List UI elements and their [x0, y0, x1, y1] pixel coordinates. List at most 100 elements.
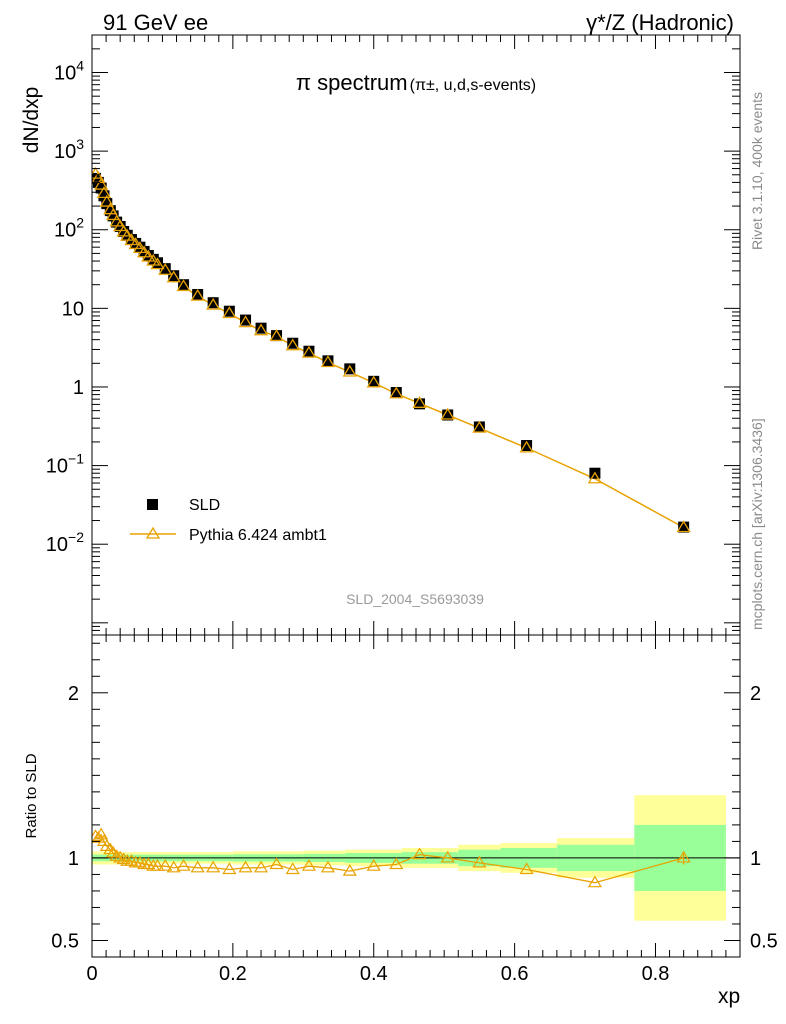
- y-tick-label-top: 1: [73, 377, 84, 399]
- mc-point: [519, 440, 534, 453]
- sld-point: [678, 521, 690, 533]
- mc-ratio-point: [366, 859, 381, 871]
- x-tick-label: 0: [86, 963, 97, 985]
- tick-exp: 4: [76, 58, 84, 74]
- legend-mc-label: Pythia 6.424 ambt1: [189, 527, 327, 544]
- mc-point: [320, 355, 336, 368]
- sld-point: [107, 210, 119, 222]
- y-tick-label-top: 10−1: [46, 451, 84, 478]
- mc-point: [141, 249, 156, 262]
- mc-point: [253, 323, 269, 336]
- legend-sld-label: SLD: [189, 497, 220, 514]
- mc-ratio-point: [440, 850, 455, 863]
- mc-point: [412, 396, 427, 408]
- sld-point: [95, 182, 107, 194]
- mc-point: [166, 270, 181, 283]
- x-tick-label: 0.4: [360, 963, 388, 985]
- mc-ratio-point: [238, 860, 253, 873]
- sld-point: [159, 263, 171, 275]
- sld-point: [344, 363, 356, 375]
- mc-ratio-point: [389, 857, 404, 870]
- tick-exp: −2: [68, 529, 84, 545]
- sld-point: [223, 305, 235, 317]
- side-labels: Rivet 3.1.10, 400k events mcplots.cern.c…: [749, 92, 765, 630]
- tick-exp: 3: [76, 136, 84, 152]
- legend: SLD Pythia 6.424 ambt1: [130, 497, 327, 544]
- y-tick-label-top: 104: [54, 58, 84, 85]
- mc-point: [99, 194, 114, 207]
- mc-ratio-point: [222, 862, 237, 875]
- legend-sld-marker: [147, 499, 158, 510]
- watermark: SLD_2004_S5693039: [346, 591, 484, 607]
- mc-point: [366, 375, 381, 388]
- mc-point: [222, 306, 237, 319]
- mc-point: [587, 471, 603, 484]
- ratio-tick-label-left: 2: [68, 683, 79, 705]
- mc-point: [389, 386, 404, 399]
- y-axis-label-top: dN/dxp: [20, 87, 43, 154]
- legend-mc-marker: [145, 526, 161, 539]
- header-right: γ*/Z (Hadronic): [586, 10, 734, 35]
- sld-point: [255, 322, 267, 334]
- mc-ratio-point: [132, 855, 147, 868]
- mcplots-label: mcplots.cern.ch [arXiv:1306.3436]: [749, 418, 765, 630]
- y-tick-label-top: 102: [54, 215, 84, 242]
- tick-base: 10: [54, 141, 76, 163]
- ratio-tick-label-right: 1: [750, 848, 761, 870]
- mc-ratio-point: [206, 860, 221, 873]
- x-tick-label: 0.2: [219, 963, 247, 985]
- ratio-tick-label-right: 2: [750, 683, 761, 705]
- x-axis-label: xp: [718, 985, 740, 1008]
- mc-ratio-point: [166, 860, 181, 873]
- sld-point: [192, 289, 204, 301]
- sld-point: [303, 345, 315, 357]
- main-title-sub: (π±, u,d,s-events): [410, 77, 537, 94]
- mc-point: [285, 338, 300, 351]
- x-tick-label: 0.8: [642, 963, 670, 985]
- mc-ratio-point: [92, 830, 106, 843]
- mc-point: [190, 288, 205, 301]
- mc-point: [440, 407, 455, 420]
- ratio-panel: 0 0.2 0.4 0.6 0.8 0.5 0.5 1 1 2 2 Ratio to SLD xp: [23, 634, 778, 1008]
- mc-point: [676, 520, 691, 533]
- sld-point: [178, 279, 190, 291]
- mc-point: [96, 186, 112, 199]
- mc-point: [105, 208, 121, 221]
- mc-ratio-point: [94, 827, 109, 840]
- sld-point: [168, 270, 180, 282]
- mc-ratio-point: [92, 829, 103, 842]
- mc-ratio-point: [472, 855, 487, 868]
- sld-point: [287, 337, 299, 349]
- mc-point: [205, 297, 221, 310]
- mc-ratio-point: [412, 847, 427, 860]
- ratio-tick-label-left: 1: [68, 848, 79, 870]
- rivet-label: Rivet 3.1.10, 400k events: [749, 92, 765, 250]
- mc-ratio-point: [253, 860, 269, 873]
- mc-ratio-point: [116, 852, 131, 865]
- sld-point: [390, 387, 402, 399]
- x-axis-label-text: xp: [718, 985, 740, 1008]
- y-tick-label-top: 10: [62, 298, 84, 320]
- mc-ratio-point: [301, 859, 316, 871]
- main-title-text: π spectrum: [296, 70, 408, 95]
- tick-exp: 2: [76, 215, 84, 231]
- x-tick-label: 0.6: [501, 963, 529, 985]
- ratio-tick-label-left: 0.5: [51, 930, 79, 952]
- tick-base: 10: [54, 63, 76, 85]
- mc-ratio-point: [587, 875, 602, 888]
- mc-ratio-point: [109, 849, 124, 861]
- sld-point: [368, 375, 380, 387]
- sld-point: [101, 198, 113, 210]
- ratio-axis-label-text: Ratio to SLD: [23, 753, 40, 838]
- mc-ratio-point: [103, 842, 118, 855]
- mc-ratio-point: [285, 862, 300, 875]
- mc-ratio-point: [158, 859, 173, 871]
- tick-base: 10: [54, 220, 76, 242]
- mc-point: [301, 345, 317, 358]
- sld-point: [271, 330, 283, 342]
- y-axis-label-bottom: Ratio to SLD: [23, 753, 40, 838]
- mc-point: [136, 245, 152, 258]
- sld-point: [240, 314, 252, 326]
